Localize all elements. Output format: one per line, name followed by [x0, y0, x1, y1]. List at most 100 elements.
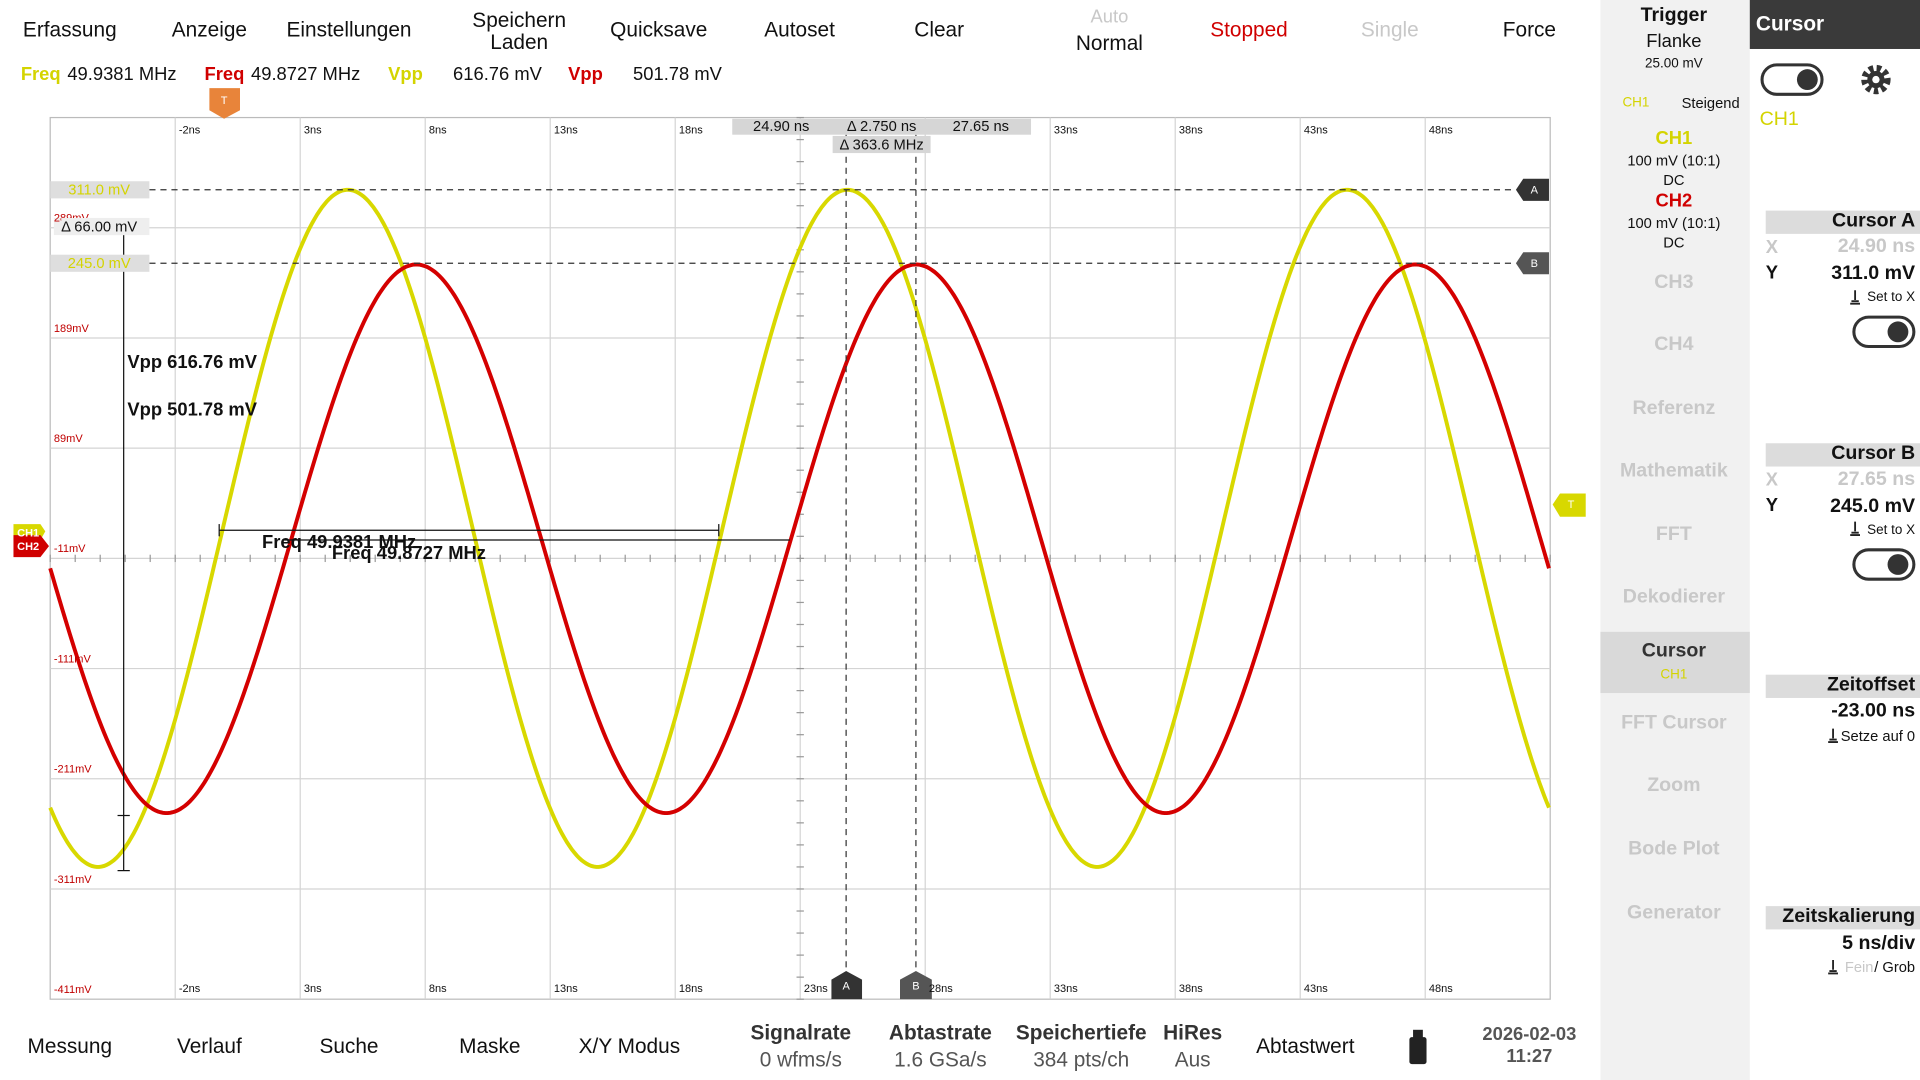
volt-label: 189mV [53, 322, 89, 335]
menu-item[interactable]: Anzeige [171, 18, 248, 42]
cursor-volt-box [50, 181, 150, 199]
knob-icon [1828, 728, 1838, 743]
knob-icon [1828, 960, 1838, 975]
time-label: 43ns [1303, 982, 1328, 995]
cursor-time-box [732, 118, 1032, 135]
measurement-value: 49.9381 MHz [67, 64, 177, 86]
trigger-mode[interactable]: Auto [1090, 6, 1129, 28]
panel-item[interactable]: FFT [1655, 524, 1692, 545]
toggle[interactable] [1852, 315, 1916, 349]
menu-item[interactable]: Quicksave [610, 18, 708, 42]
time-scale: 5 ns/div [1842, 933, 1916, 954]
panel-item[interactable]: Zoom [1647, 775, 1701, 796]
time-label: 13ns [553, 123, 578, 136]
volt-label: -311mV [53, 873, 92, 886]
channel-name[interactable]: CH1 [1655, 127, 1693, 149]
status-label[interactable]: HiRes [1163, 1021, 1223, 1045]
menu-item[interactable]: Force [1502, 18, 1557, 42]
menu-item[interactable]: Verlauf [176, 1034, 242, 1058]
section-title: Cursor B [1831, 443, 1916, 465]
measurement-value: 616.76 mV [453, 64, 542, 86]
channel-coupling: DC [1663, 233, 1685, 252]
channel-name[interactable]: CH2 [1655, 190, 1693, 212]
menu-item[interactable]: Maske [459, 1034, 521, 1058]
menu-item[interactable]: X/Y Modus [578, 1034, 681, 1058]
axis-label: X [1765, 469, 1778, 491]
cursor-delta-time: Δ 2.750 ns [846, 117, 917, 135]
cursor-b-volt: 245.0 mV [67, 254, 131, 272]
volt-label: 89mV [53, 432, 83, 445]
panel-item[interactable]: Dekodierer [1622, 586, 1726, 608]
set-to-x[interactable]: Set to X [1867, 522, 1916, 538]
time-label: 3ns [303, 123, 322, 136]
marker-bg [831, 971, 863, 1000]
cursor-b-time: 27.65 ns [952, 117, 1010, 135]
date: 2026-02-03 [1482, 1024, 1577, 1046]
panel-item[interactable]: Bode Plot [1628, 838, 1720, 860]
menu-item[interactable]: Suche [319, 1034, 379, 1058]
channel-panel-bg [1600, 0, 1750, 1080]
fine-option[interactable]: Fein [1844, 958, 1874, 976]
time-label: -2ns [178, 982, 201, 995]
volt-label: -111mV [53, 652, 91, 665]
panel-item[interactable]: CH4 [1654, 334, 1694, 356]
marker-bg [900, 971, 932, 1000]
menu-item[interactable]: Messung [27, 1034, 113, 1058]
panel-item[interactable]: Referenz [1632, 397, 1716, 419]
menu-item[interactable]: Abtastwert [1256, 1034, 1355, 1058]
time-label: 43ns [1303, 123, 1328, 136]
time-label: 33ns [1053, 982, 1078, 995]
cursor-delta-freq: Δ 363.6 MHz [839, 135, 924, 154]
vpp-annotation: Vpp 616.76 mV [127, 352, 258, 373]
toggle[interactable] [1760, 63, 1824, 96]
menu-item[interactable]: Clear [914, 18, 965, 42]
knob-icon [1850, 521, 1861, 537]
settings-icon[interactable] [1861, 64, 1891, 95]
status-label[interactable]: Abtastrate [888, 1021, 992, 1045]
toggle[interactable] [1852, 548, 1916, 581]
marker-bg [1515, 252, 1549, 275]
trigger-level: 25.00 mV [1645, 56, 1703, 72]
status-label[interactable]: Signalrate [750, 1021, 852, 1045]
axis-label: X [1765, 236, 1778, 258]
trigger-mode[interactable]: Normal [1075, 31, 1143, 56]
axis-label: Y [1765, 495, 1778, 517]
cursor-header-bg [1749, 0, 1920, 49]
panel-item[interactable]: Generator [1627, 902, 1721, 924]
menu-item[interactable]: Laden [490, 30, 549, 54]
ch2-trace [48, 262, 1551, 816]
menu-item[interactable]: Erfassung [22, 18, 117, 42]
set-to-x[interactable]: Set to X [1867, 290, 1916, 305]
time-label: 23ns [803, 982, 828, 995]
run-state[interactable]: Stopped [1210, 18, 1288, 42]
coarse-option[interactable]: / Grob [1874, 958, 1916, 976]
section-bar [1765, 674, 1920, 698]
measurement-value: 49.8727 MHz [251, 64, 361, 86]
time-label: 28ns [928, 982, 953, 995]
menu-item[interactable]: Speichern [472, 8, 567, 32]
panel-item[interactable]: FFT Cursor [1621, 712, 1727, 734]
cursor-delta-volt: Δ 66.00 mV [61, 217, 138, 236]
volt-label: -411mV [53, 983, 92, 996]
single-button[interactable]: Single [1360, 18, 1419, 42]
panel-item[interactable]: CH3 [1654, 271, 1694, 293]
trigger-type[interactable]: Flanke [1646, 31, 1702, 53]
time-label: 48ns [1428, 123, 1453, 136]
channel-scale: 100 mV (10:1) [1627, 151, 1721, 169]
menu-item[interactable]: Autoset [764, 18, 835, 42]
trigger-slope: Steigend [1681, 94, 1740, 112]
time-offset: -23.00 ns [1831, 700, 1916, 722]
panel-item[interactable]: Mathematik [1619, 460, 1728, 482]
channel-coupling: DC [1663, 171, 1685, 189]
marker-label: T [220, 94, 228, 107]
reset-action[interactable]: Setze auf 0 [1840, 727, 1916, 745]
status-label[interactable]: Speichertiefe [1015, 1021, 1147, 1045]
time-label: 3ns [303, 982, 322, 995]
trigger-source: CH1 [1622, 95, 1650, 111]
channel-tag: CH1 [17, 526, 40, 539]
cursor-source: CH1 [1759, 108, 1799, 130]
menu-item[interactable]: Einstellungen [286, 18, 412, 42]
trigger-title[interactable]: Trigger [1640, 4, 1708, 26]
panel-item-active[interactable]: Cursor [1641, 640, 1706, 662]
